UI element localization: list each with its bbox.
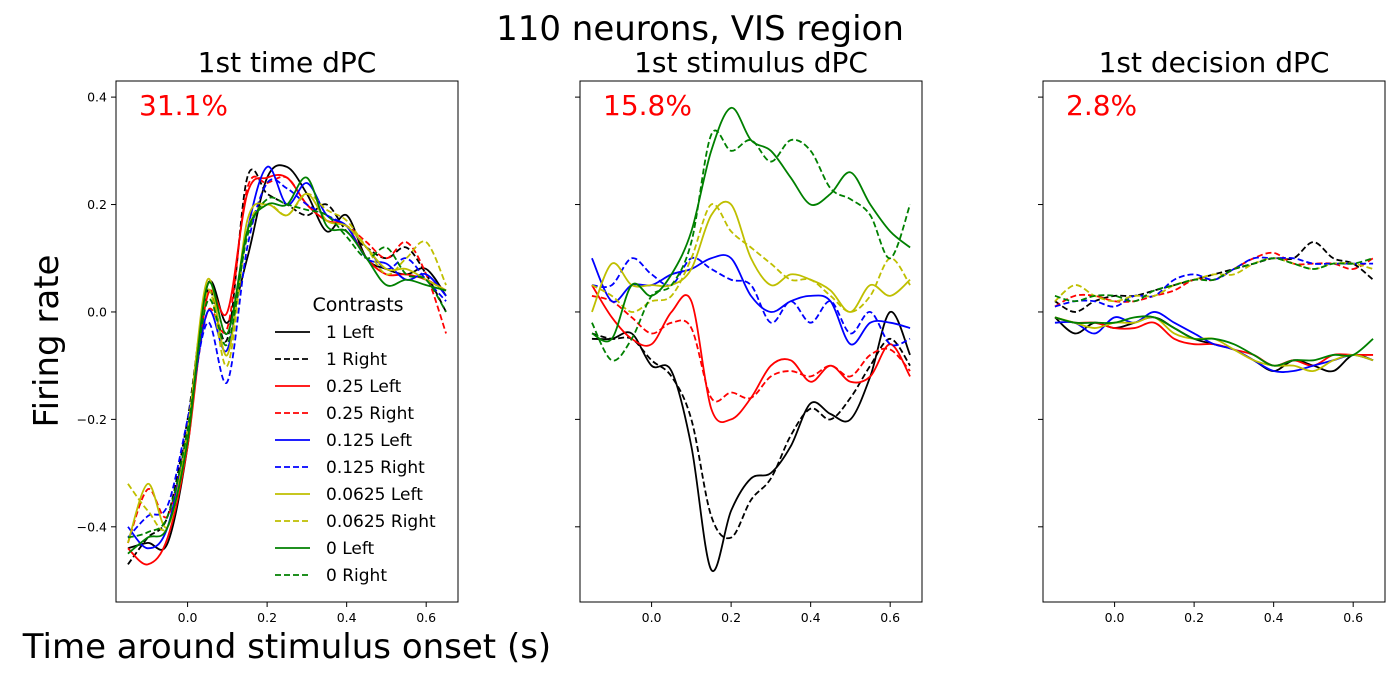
x-tick-label: 0.0 bbox=[642, 610, 662, 625]
series-line-0-left bbox=[127, 176, 447, 555]
series-line-0-0625-right bbox=[1054, 257, 1374, 303]
panel-title: 1st stimulus dPC bbox=[634, 46, 868, 79]
x-tick-label: 0.4 bbox=[1264, 610, 1284, 625]
panel-decision-dpc: 1st decision dPC 0.0 0.2 0.4 0.6 2.8% bbox=[1038, 46, 1386, 625]
y-axis-label: Firing rate bbox=[27, 255, 67, 428]
x-tick-label: 0.6 bbox=[1343, 610, 1363, 625]
series-line-0-125-left bbox=[1054, 311, 1374, 373]
legend-entry-label: 0 Left bbox=[326, 539, 375, 559]
x-tick-label: 0.2 bbox=[257, 610, 277, 625]
panel-title: 1st time dPC bbox=[198, 46, 377, 79]
series-line-0-125-right bbox=[591, 256, 911, 347]
series-line-0-left bbox=[1054, 315, 1374, 367]
y-tick-label: −0.2 bbox=[77, 412, 107, 427]
panel-stimulus-dpc: 1st stimulus dPC 0.0 0.2 0.4 0.6 15.8% bbox=[575, 46, 923, 625]
series-line-0-125-left bbox=[591, 254, 911, 346]
legend-entry-label: 0.0625 Right bbox=[326, 512, 436, 532]
legend-entry-label: 1 Left bbox=[326, 323, 375, 343]
legend-entry-label: 0 Right bbox=[326, 566, 387, 586]
x-tick-label: 0.0 bbox=[178, 610, 198, 625]
y-tick-label: 0.4 bbox=[87, 90, 107, 105]
legend-entry-label: 0.25 Right bbox=[326, 404, 414, 424]
x-tick-label: 0.6 bbox=[880, 610, 900, 625]
series-line-1-left bbox=[591, 311, 911, 573]
panel-title: 1st decision dPC bbox=[1099, 46, 1330, 79]
explained-variance-label: 31.1% bbox=[139, 89, 228, 122]
series-line-1-right bbox=[1054, 241, 1374, 313]
panel-time-dpc: 1st time dPC 0.0 0.2 0.4 0.6 0.4 0.2 0.0 −0.2 −0.… bbox=[77, 46, 459, 625]
figure-suptitle: 110 neurons, VIS region bbox=[496, 9, 904, 49]
series-line-0-25-right bbox=[591, 294, 911, 403]
x-tick-label: 0.0 bbox=[1105, 610, 1125, 625]
series-line-0-right bbox=[127, 196, 447, 539]
series-line-0-right bbox=[1054, 257, 1374, 303]
series-line-0-25-left bbox=[591, 284, 911, 423]
series-line-0-right bbox=[591, 129, 911, 362]
series-line-0-0625-right bbox=[127, 192, 447, 532]
x-tick-label: 0.4 bbox=[801, 610, 821, 625]
series-line-0-left bbox=[591, 106, 911, 343]
legend-entry-label: 0.25 Left bbox=[326, 377, 402, 397]
x-tick-label: 0.2 bbox=[721, 610, 741, 625]
y-tick-label: 0.0 bbox=[87, 304, 107, 319]
y-tick-label: 0.2 bbox=[87, 197, 107, 212]
legend-entry-label: 0.125 Right bbox=[326, 458, 425, 478]
legend-entry-label: 0.125 Left bbox=[326, 431, 412, 451]
legend-title: Contrasts bbox=[312, 294, 403, 316]
series-line-0-25-left bbox=[1054, 316, 1374, 367]
x-tick-label: 0.6 bbox=[416, 610, 436, 625]
explained-variance-label: 2.8% bbox=[1066, 89, 1137, 122]
axes-frame bbox=[579, 80, 923, 603]
axes-frame bbox=[1042, 80, 1386, 603]
x-tick-label: 0.4 bbox=[337, 610, 357, 625]
y-tick-label: −0.4 bbox=[77, 519, 107, 534]
series-line-1-right bbox=[591, 332, 911, 540]
explained-variance-label: 15.8% bbox=[603, 89, 692, 122]
legend-entry-label: 0.0625 Left bbox=[326, 485, 423, 505]
axes-frame bbox=[115, 80, 459, 603]
x-tick-label: 0.2 bbox=[1184, 610, 1204, 625]
legend-entry-label: 1 Right bbox=[326, 350, 387, 370]
series-line-0-0625-left bbox=[591, 200, 911, 313]
legend: Contrasts 1 Left 1 Right 0.25 Left 0.25 Rig… bbox=[275, 294, 436, 586]
x-axis-label: Time around stimulus onset (s) bbox=[22, 627, 551, 667]
